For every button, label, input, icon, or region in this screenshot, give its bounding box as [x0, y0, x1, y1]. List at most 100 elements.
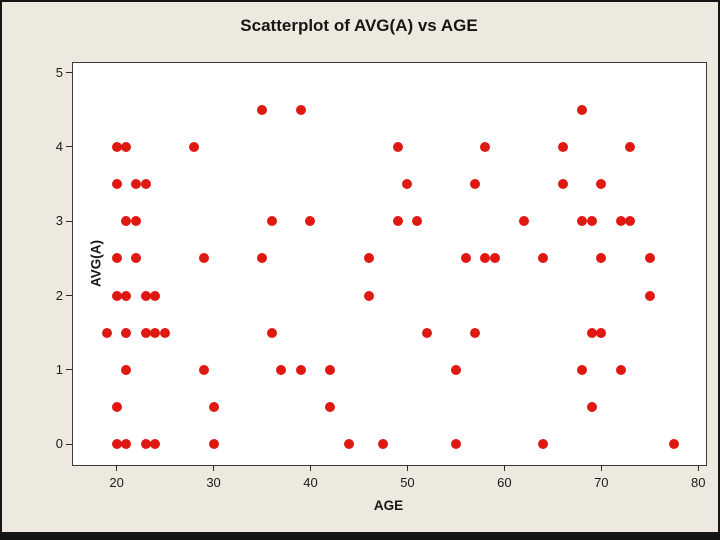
data-point [121, 141, 132, 152]
data-point [150, 290, 161, 301]
data-point [402, 179, 413, 190]
data-point [121, 216, 132, 227]
y-tick-mark [66, 72, 72, 74]
data-point [557, 179, 568, 190]
data-point [363, 253, 374, 264]
data-point [111, 290, 122, 301]
data-point [470, 179, 481, 190]
data-point [150, 439, 161, 450]
data-point [596, 327, 607, 338]
data-point [266, 327, 277, 338]
data-point [111, 439, 122, 450]
data-point [257, 253, 268, 264]
x-tick-mark [213, 465, 215, 471]
x-tick-label: 40 [303, 475, 318, 490]
data-point [586, 216, 597, 227]
data-point [324, 402, 335, 413]
data-point [615, 216, 626, 227]
data-point [140, 439, 151, 450]
y-tick-mark [66, 220, 72, 222]
data-point [295, 364, 306, 375]
x-tick-mark [600, 465, 602, 471]
data-point [460, 253, 471, 264]
data-point [412, 216, 423, 227]
data-point [111, 141, 122, 152]
data-point [479, 253, 490, 264]
plot-area: AVG(A) 0 1 2 3 4 5 20 30 40 50 60 70 80 [56, 62, 707, 490]
data-point [450, 439, 461, 450]
data-point [140, 179, 151, 190]
data-point [295, 104, 306, 115]
data-point [266, 216, 277, 227]
data-point [160, 327, 171, 338]
data-point [615, 364, 626, 375]
y-tick-mark [66, 146, 72, 148]
data-point [378, 439, 389, 450]
x-tick-mark [697, 465, 699, 471]
data-point [140, 290, 151, 301]
data-point [479, 141, 490, 152]
x-tick-label: 80 [691, 475, 706, 490]
data-point [101, 327, 112, 338]
chart-title: Scatterplot of AVG(A) vs AGE [240, 16, 478, 35]
y-axis-title-text: AVG(A) [88, 240, 104, 287]
data-point [111, 402, 122, 413]
data-point [392, 216, 403, 227]
data-point [121, 439, 132, 450]
data-point [140, 327, 151, 338]
data-point [189, 141, 200, 152]
data-point [131, 253, 141, 264]
x-axis-title: AGE [373, 498, 404, 513]
x-tick-mark [406, 465, 408, 471]
data-point [111, 179, 122, 190]
y-tick-mark [66, 369, 72, 371]
x-tick-label: 70 [594, 475, 609, 490]
data-point [198, 364, 209, 375]
data-point [625, 216, 636, 227]
data-point [363, 290, 374, 301]
y-tick-label: 4 [55, 138, 63, 154]
data-point [121, 364, 132, 375]
data-point [625, 141, 636, 152]
data-point [489, 253, 500, 264]
data-point [576, 216, 587, 227]
data-point [257, 104, 268, 115]
data-point [305, 216, 316, 227]
x-tick-mark [116, 465, 118, 471]
data-point [111, 253, 122, 264]
data-point [276, 364, 287, 375]
data-point [198, 253, 209, 264]
data-point [557, 141, 568, 152]
data-point [150, 327, 161, 338]
data-point [576, 104, 587, 115]
x-tick-mark [503, 465, 505, 471]
x-tick-label: 50 [400, 475, 415, 490]
data-point [450, 364, 461, 375]
data-point [586, 402, 597, 413]
data-point [538, 253, 549, 264]
data-point [538, 439, 549, 450]
y-tick-mark [66, 443, 72, 445]
data-point [576, 364, 587, 375]
data-point [131, 216, 141, 227]
data-point [392, 141, 403, 152]
data-point [644, 253, 655, 264]
data-point [596, 253, 607, 264]
y-tick-label: 0 [55, 436, 63, 452]
data-point [208, 439, 219, 450]
x-tick-label: 20 [109, 475, 124, 490]
data-point [470, 327, 481, 338]
data-point [596, 179, 607, 190]
data-point [518, 216, 529, 227]
y-tick-label: 1 [55, 361, 63, 377]
y-tick-label: 2 [55, 287, 63, 303]
data-point [208, 402, 219, 413]
x-tick-label: 30 [206, 475, 221, 490]
data-point [669, 439, 679, 450]
data-point [421, 327, 432, 338]
y-tick-mark [66, 295, 72, 297]
x-tick-mark [309, 465, 311, 471]
data-point [324, 364, 335, 375]
data-point [121, 290, 132, 301]
